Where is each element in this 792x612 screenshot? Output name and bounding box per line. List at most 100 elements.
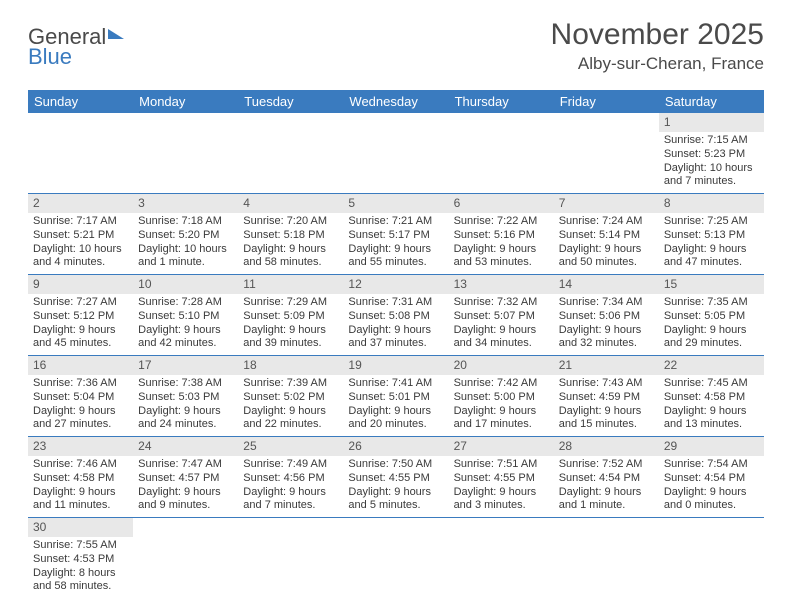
calendar-cell: 12Sunrise: 7:31 AMSunset: 5:08 PMDayligh…	[343, 275, 448, 356]
calendar-cell: 22Sunrise: 7:45 AMSunset: 4:58 PMDayligh…	[659, 356, 764, 437]
day-detail-line: and 32 minutes.	[559, 337, 654, 351]
day-detail-line: Daylight: 9 hours	[454, 243, 549, 257]
day-detail-line: Sunset: 5:06 PM	[559, 310, 654, 324]
calendar-body: 1Sunrise: 7:15 AMSunset: 5:23 PMDaylight…	[28, 113, 764, 598]
day-detail-line: and 15 minutes.	[559, 418, 654, 432]
day-detail-line: Daylight: 8 hours	[33, 567, 128, 581]
day-number: 17	[133, 356, 238, 375]
day-detail-line: Sunrise: 7:21 AM	[348, 215, 443, 229]
day-details: Sunrise: 7:47 AMSunset: 4:57 PMDaylight:…	[133, 456, 238, 517]
calendar-cell	[659, 518, 764, 599]
day-details: Sunrise: 7:45 AMSunset: 4:58 PMDaylight:…	[659, 375, 764, 436]
day-details: Sunrise: 7:38 AMSunset: 5:03 PMDaylight:…	[133, 375, 238, 436]
day-detail-line: and 58 minutes.	[33, 580, 128, 594]
location: Alby-sur-Cheran, France	[551, 54, 764, 74]
day-detail-line: Sunrise: 7:24 AM	[559, 215, 654, 229]
day-details: Sunrise: 7:20 AMSunset: 5:18 PMDaylight:…	[238, 213, 343, 274]
day-detail-line: Sunset: 5:03 PM	[138, 391, 233, 405]
day-detail-line: Sunrise: 7:55 AM	[33, 539, 128, 553]
day-number: 3	[133, 194, 238, 213]
day-detail-line: Daylight: 9 hours	[33, 324, 128, 338]
day-detail-line: and 17 minutes.	[454, 418, 549, 432]
day-details: Sunrise: 7:17 AMSunset: 5:21 PMDaylight:…	[28, 213, 133, 274]
calendar-cell: 1Sunrise: 7:15 AMSunset: 5:23 PMDaylight…	[659, 113, 764, 194]
day-number: 28	[554, 437, 659, 456]
day-detail-line: and 24 minutes.	[138, 418, 233, 432]
day-details: Sunrise: 7:49 AMSunset: 4:56 PMDaylight:…	[238, 456, 343, 517]
day-number: 13	[449, 275, 554, 294]
day-detail-line: Sunrise: 7:35 AM	[664, 296, 759, 310]
day-detail-line: Sunrise: 7:47 AM	[138, 458, 233, 472]
weekday-header: Tuesday	[238, 90, 343, 113]
calendar-cell: 16Sunrise: 7:36 AMSunset: 5:04 PMDayligh…	[28, 356, 133, 437]
day-detail-line: Sunrise: 7:22 AM	[454, 215, 549, 229]
day-detail-line: and 13 minutes.	[664, 418, 759, 432]
day-details: Sunrise: 7:22 AMSunset: 5:16 PMDaylight:…	[449, 213, 554, 274]
calendar-cell: 18Sunrise: 7:39 AMSunset: 5:02 PMDayligh…	[238, 356, 343, 437]
day-detail-line: and 45 minutes.	[33, 337, 128, 351]
day-number: 15	[659, 275, 764, 294]
day-detail-line: Sunset: 5:20 PM	[138, 229, 233, 243]
day-detail-line: and 50 minutes.	[559, 256, 654, 270]
day-detail-line: and 7 minutes.	[243, 499, 338, 513]
day-detail-line: Daylight: 9 hours	[454, 486, 549, 500]
weekday-header: Saturday	[659, 90, 764, 113]
day-detail-line: Sunset: 5:09 PM	[243, 310, 338, 324]
day-detail-line: Sunrise: 7:27 AM	[33, 296, 128, 310]
calendar-week: 9Sunrise: 7:27 AMSunset: 5:12 PMDaylight…	[28, 275, 764, 356]
weekday-header: Thursday	[449, 90, 554, 113]
calendar-cell: 7Sunrise: 7:24 AMSunset: 5:14 PMDaylight…	[554, 194, 659, 275]
day-detail-line: Sunrise: 7:42 AM	[454, 377, 549, 391]
calendar-cell	[133, 518, 238, 599]
calendar-cell: 28Sunrise: 7:52 AMSunset: 4:54 PMDayligh…	[554, 437, 659, 518]
day-detail-line: Daylight: 9 hours	[664, 486, 759, 500]
calendar-cell: 3Sunrise: 7:18 AMSunset: 5:20 PMDaylight…	[133, 194, 238, 275]
day-detail-line: Sunset: 5:10 PM	[138, 310, 233, 324]
calendar-week: 2Sunrise: 7:17 AMSunset: 5:21 PMDaylight…	[28, 194, 764, 275]
day-number: 10	[133, 275, 238, 294]
day-detail-line: Daylight: 9 hours	[664, 324, 759, 338]
day-detail-line: Daylight: 9 hours	[243, 405, 338, 419]
month-title: November 2025	[551, 18, 764, 52]
day-detail-line: and 53 minutes.	[454, 256, 549, 270]
calendar-cell: 27Sunrise: 7:51 AMSunset: 4:55 PMDayligh…	[449, 437, 554, 518]
day-detail-line: Sunrise: 7:46 AM	[33, 458, 128, 472]
day-detail-line: and 3 minutes.	[454, 499, 549, 513]
calendar-cell	[449, 113, 554, 194]
day-detail-line: Daylight: 9 hours	[243, 486, 338, 500]
day-detail-line: Sunrise: 7:20 AM	[243, 215, 338, 229]
day-details: Sunrise: 7:35 AMSunset: 5:05 PMDaylight:…	[659, 294, 764, 355]
weekday-header-row: SundayMondayTuesdayWednesdayThursdayFrid…	[28, 90, 764, 113]
day-detail-line: Sunset: 5:13 PM	[664, 229, 759, 243]
day-detail-line: Sunset: 5:05 PM	[664, 310, 759, 324]
calendar-cell: 8Sunrise: 7:25 AMSunset: 5:13 PMDaylight…	[659, 194, 764, 275]
day-detail-line: Daylight: 9 hours	[243, 243, 338, 257]
day-detail-line: Sunset: 5:01 PM	[348, 391, 443, 405]
weekday-header: Monday	[133, 90, 238, 113]
day-details: Sunrise: 7:52 AMSunset: 4:54 PMDaylight:…	[554, 456, 659, 517]
day-detail-line: Daylight: 9 hours	[664, 243, 759, 257]
calendar-cell	[238, 113, 343, 194]
day-number: 23	[28, 437, 133, 456]
day-detail-line: Sunset: 5:08 PM	[348, 310, 443, 324]
calendar-cell: 15Sunrise: 7:35 AMSunset: 5:05 PMDayligh…	[659, 275, 764, 356]
day-detail-line: Daylight: 9 hours	[348, 486, 443, 500]
day-detail-line: Sunset: 5:07 PM	[454, 310, 549, 324]
calendar-table: SundayMondayTuesdayWednesdayThursdayFrid…	[28, 90, 764, 598]
day-number: 2	[28, 194, 133, 213]
day-detail-line: Sunset: 4:57 PM	[138, 472, 233, 486]
day-detail-line: Sunset: 4:55 PM	[348, 472, 443, 486]
day-number: 24	[133, 437, 238, 456]
calendar-cell: 29Sunrise: 7:54 AMSunset: 4:54 PMDayligh…	[659, 437, 764, 518]
day-detail-line: Sunset: 4:59 PM	[559, 391, 654, 405]
day-number: 12	[343, 275, 448, 294]
day-details: Sunrise: 7:27 AMSunset: 5:12 PMDaylight:…	[28, 294, 133, 355]
calendar-cell: 26Sunrise: 7:50 AMSunset: 4:55 PMDayligh…	[343, 437, 448, 518]
day-details: Sunrise: 7:36 AMSunset: 5:04 PMDaylight:…	[28, 375, 133, 436]
day-number: 18	[238, 356, 343, 375]
day-number: 26	[343, 437, 448, 456]
day-number: 9	[28, 275, 133, 294]
day-details: Sunrise: 7:21 AMSunset: 5:17 PMDaylight:…	[343, 213, 448, 274]
calendar-cell: 17Sunrise: 7:38 AMSunset: 5:03 PMDayligh…	[133, 356, 238, 437]
day-detail-line: Sunset: 4:53 PM	[33, 553, 128, 567]
